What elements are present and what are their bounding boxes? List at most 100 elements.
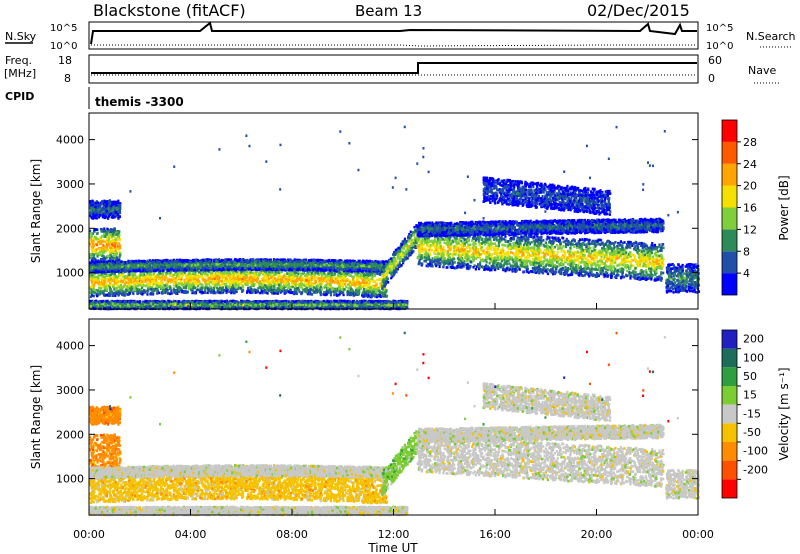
power-cell — [355, 275, 358, 279]
power-cell — [92, 210, 95, 214]
power-cell — [260, 288, 263, 291]
power-cell — [379, 278, 383, 281]
power-cell — [104, 240, 107, 244]
power-cell — [259, 291, 262, 295]
power-cell — [358, 289, 361, 292]
power-cell — [115, 233, 118, 236]
power-cell — [134, 273, 137, 277]
power-cell — [371, 275, 374, 279]
date-title: 02/Dec/2015 — [587, 1, 690, 20]
power-cell — [166, 283, 169, 287]
power-cell — [129, 278, 133, 281]
power-cell — [328, 288, 332, 292]
power-cell — [198, 288, 201, 292]
power-cell — [271, 286, 274, 290]
power-cell — [124, 278, 127, 282]
power-cell — [375, 282, 378, 285]
power-cell — [315, 289, 318, 292]
power-cell — [95, 248, 98, 252]
power-cell — [282, 275, 285, 279]
power-cell — [280, 278, 283, 281]
power-cell — [200, 291, 203, 295]
power-cell — [145, 289, 148, 293]
power-cell — [120, 277, 123, 280]
power-cell — [93, 235, 97, 239]
power-cell — [250, 287, 253, 291]
power-cell — [220, 283, 223, 287]
power-cell — [365, 281, 369, 284]
power-cell — [108, 286, 111, 289]
power-cell — [207, 289, 210, 292]
power-cell — [117, 289, 120, 293]
power-cell — [311, 288, 315, 292]
power-cell — [118, 246, 121, 249]
power-cell — [337, 271, 340, 274]
nave-tick-top: 60 — [708, 54, 722, 67]
power-cell — [319, 293, 322, 297]
power-cell — [325, 278, 328, 281]
power-cell — [300, 291, 303, 295]
power-cell — [105, 202, 108, 206]
power-cell — [337, 285, 341, 289]
power-cell — [105, 256, 108, 260]
power-cell — [158, 271, 161, 274]
power-cell — [361, 294, 364, 297]
power-cell — [333, 273, 337, 277]
power-cell — [107, 236, 111, 239]
power-cell — [370, 273, 374, 276]
power-cell — [306, 284, 309, 288]
power-cell — [183, 271, 186, 275]
power-cell — [184, 291, 187, 294]
power-cell — [294, 271, 297, 275]
power-cell — [144, 280, 147, 283]
power-cell — [291, 273, 294, 276]
power-cell — [89, 229, 92, 233]
power-cell — [318, 288, 322, 292]
power-cell — [144, 284, 147, 288]
power-cell — [135, 276, 138, 280]
power-cell — [349, 281, 352, 284]
power-cell — [103, 227, 106, 231]
power-cell — [349, 273, 352, 277]
freq-tick-top: 18 — [58, 54, 72, 67]
power-cell — [107, 279, 110, 283]
power-cell — [229, 275, 232, 278]
power-cell — [162, 288, 165, 292]
power-cell — [369, 286, 373, 289]
power-cell — [117, 291, 121, 295]
power-cell — [176, 272, 179, 276]
power-cell — [199, 290, 202, 294]
power-cell — [179, 280, 182, 283]
power-cell — [93, 249, 97, 252]
power-cell — [224, 282, 228, 286]
power-cell — [94, 281, 97, 285]
power-cell — [114, 276, 117, 279]
power-cell — [176, 278, 179, 282]
power-cell — [236, 275, 239, 278]
power-cell — [100, 275, 104, 279]
power-cell — [90, 280, 94, 284]
power-cell — [278, 288, 282, 292]
power-cell — [108, 209, 111, 213]
power-cell — [96, 255, 99, 258]
power-cell — [91, 203, 94, 207]
power-cell — [274, 277, 277, 281]
power-cell — [193, 286, 196, 290]
power-cell — [265, 278, 268, 281]
power-cell — [214, 291, 217, 295]
power-cell — [100, 213, 103, 217]
power-cell — [151, 286, 154, 289]
power-cell — [252, 282, 256, 286]
power-cell — [289, 276, 292, 279]
power-cell — [265, 289, 268, 292]
power-cell — [174, 277, 177, 280]
power-cell — [218, 284, 221, 288]
power-cell — [187, 279, 190, 283]
power-cell — [376, 278, 379, 282]
power-cell — [111, 279, 114, 282]
power-cell — [199, 287, 202, 290]
power-cell — [174, 292, 178, 295]
power-cell — [116, 291, 119, 294]
power-cell — [113, 208, 116, 212]
power-cell — [137, 283, 140, 287]
